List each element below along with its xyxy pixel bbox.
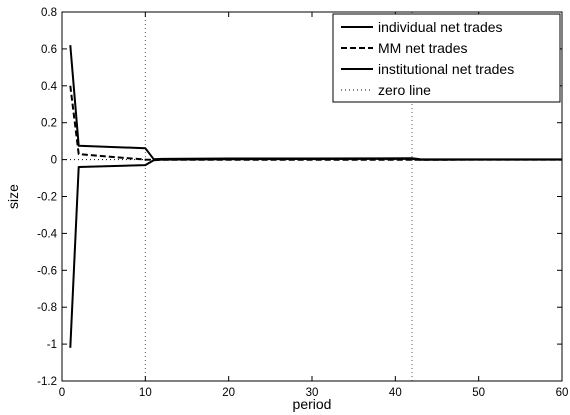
y-axis-label: size bbox=[5, 184, 21, 209]
y-tick-label: -1.2 bbox=[37, 376, 57, 388]
y-tick-label: -0.8 bbox=[37, 302, 57, 314]
y-tick-label: -1 bbox=[47, 339, 57, 351]
axes: 0 10 20 30 40 50 60 -1.2 -1 -0.8 -0.6 -0.4 -0.2 0 0.2 0… bbox=[37, 7, 568, 399]
x-tick-label: 10 bbox=[139, 387, 152, 399]
y-tick-label: -0.6 bbox=[37, 265, 57, 277]
y-tick-label: 0 bbox=[51, 155, 57, 167]
y-tick-label: 0.2 bbox=[41, 118, 57, 130]
x-tick-label: 60 bbox=[556, 387, 569, 399]
x-tick-label: 50 bbox=[472, 387, 485, 399]
series-line-2 bbox=[69, 157, 562, 348]
legend-label-2: institutional net trades bbox=[378, 61, 514, 77]
x-tick-label: 20 bbox=[222, 387, 235, 399]
y-tick-label: -0.2 bbox=[37, 192, 57, 204]
legend-label-0: individual net trades bbox=[378, 19, 503, 35]
plot-area bbox=[62, 12, 562, 381]
x-tick-label: 40 bbox=[389, 387, 402, 399]
y-tick-label: -0.4 bbox=[37, 228, 57, 240]
y-tick-label: 0.4 bbox=[41, 81, 58, 93]
legend-label-3: zero line bbox=[378, 82, 431, 98]
legend-box bbox=[332, 13, 561, 103]
y-tick-label: 0.6 bbox=[41, 44, 57, 56]
legend: individual net trades MM net trades instit… bbox=[332, 13, 561, 103]
x-tick-label: 30 bbox=[306, 387, 319, 399]
y-tick-label: 0.8 bbox=[41, 7, 57, 19]
x-tick-label: 0 bbox=[59, 387, 65, 399]
x-axis-label: period bbox=[293, 396, 332, 412]
legend-label-1: MM net trades bbox=[378, 40, 467, 56]
